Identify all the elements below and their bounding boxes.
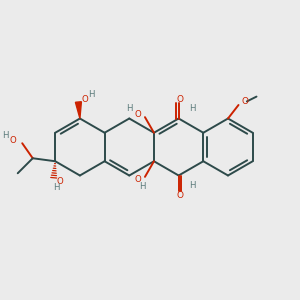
Text: H: H [189, 182, 195, 190]
Text: H: H [126, 104, 133, 113]
Polygon shape [75, 102, 81, 118]
Text: H: H [88, 90, 94, 99]
Text: H: H [53, 183, 60, 192]
Text: O: O [134, 110, 141, 119]
Text: O: O [134, 175, 141, 184]
Text: O: O [57, 177, 64, 186]
Text: O: O [177, 190, 184, 200]
Text: H: H [2, 131, 9, 140]
Text: O: O [82, 94, 88, 103]
Text: H: H [139, 182, 145, 191]
Text: O: O [242, 98, 249, 106]
Text: O: O [10, 136, 16, 146]
Text: H: H [189, 103, 195, 112]
Text: O: O [177, 94, 184, 103]
